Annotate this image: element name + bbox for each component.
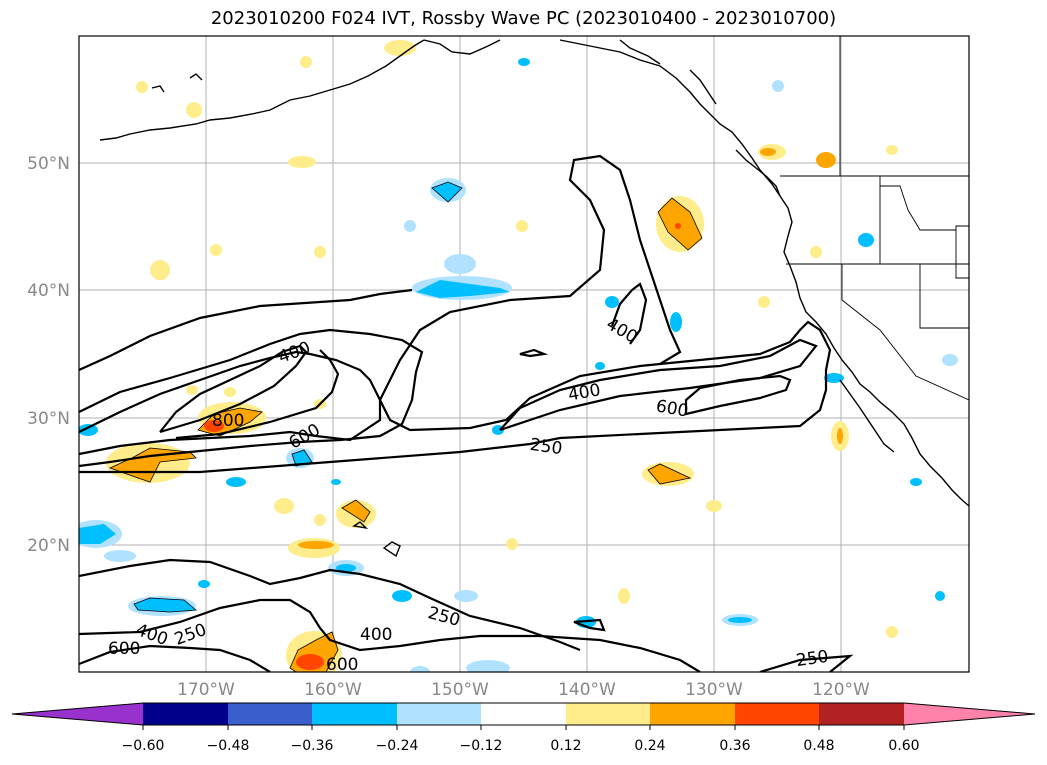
- colorbar-tick-label: 0.36: [719, 738, 750, 754]
- lon-label: 160°W: [304, 680, 362, 700]
- lon-label: 170°W: [177, 680, 235, 700]
- coastlines: [99, 39, 969, 558]
- lat-label: 50°N: [27, 154, 70, 174]
- colorbar-swatch: [819, 703, 904, 725]
- colorbar-extend-low: [12, 703, 143, 725]
- lon-label: 130°W: [685, 680, 743, 700]
- colorbar-swatch: [481, 703, 566, 725]
- colorbar-tick-label: 0.12: [550, 738, 581, 754]
- contour-label: 600: [108, 639, 140, 659]
- colorbar-extend-high: [904, 703, 1035, 725]
- lat-label: 20°N: [27, 536, 70, 556]
- contour-label: 400: [360, 625, 392, 645]
- map-title: 2023010200 F024 IVT, Rossby Wave PC (202…: [210, 8, 837, 29]
- colorbar-swatch: [143, 703, 228, 725]
- contour-label: 600: [326, 655, 358, 675]
- colorbar-tick-label: 0.24: [634, 738, 665, 754]
- lat-label: 40°N: [27, 281, 70, 301]
- contour-label: 250: [529, 435, 564, 459]
- contour-label: 250: [795, 647, 830, 671]
- colorbar-tick-label: −0.60: [122, 738, 165, 754]
- colorbar-tick-label: −0.48: [207, 738, 250, 754]
- colorbar: −0.60 −0.48 −0.36 −0.24 −0.12 0.12 0.24 …: [11, 702, 1036, 754]
- colorbar-swatch: [312, 703, 397, 725]
- lon-label: 140°W: [558, 680, 616, 700]
- colorbar-tick-label: 0.48: [803, 738, 834, 754]
- colorbar-swatch: [735, 703, 819, 725]
- map-frame: [78, 35, 970, 673]
- lon-label: 120°W: [812, 680, 870, 700]
- colorbar-swatch: [397, 703, 481, 725]
- colorbar-swatch: [566, 703, 650, 725]
- lon-label: 150°W: [431, 680, 489, 700]
- pc-shading: [79, 40, 958, 672]
- colorbar-tick-label: 0.60: [888, 738, 919, 754]
- latitude-labels: 50°N 40°N 30°N 20°N: [27, 154, 70, 556]
- colorbar-swatch: [650, 703, 735, 725]
- colorbar-tick-label: −0.36: [291, 738, 334, 754]
- longitude-labels: 170°W 160°W 150°W 140°W 130°W 120°W: [177, 680, 870, 700]
- political-borders: [780, 36, 969, 401]
- ivt-contours: [79, 154, 854, 672]
- lat-label: 30°N: [27, 409, 70, 429]
- colorbar-tick-label: −0.12: [460, 738, 503, 754]
- colorbar-tick-label: −0.24: [376, 738, 419, 754]
- contour-label: 800: [212, 411, 244, 431]
- colorbar-swatch: [228, 703, 312, 725]
